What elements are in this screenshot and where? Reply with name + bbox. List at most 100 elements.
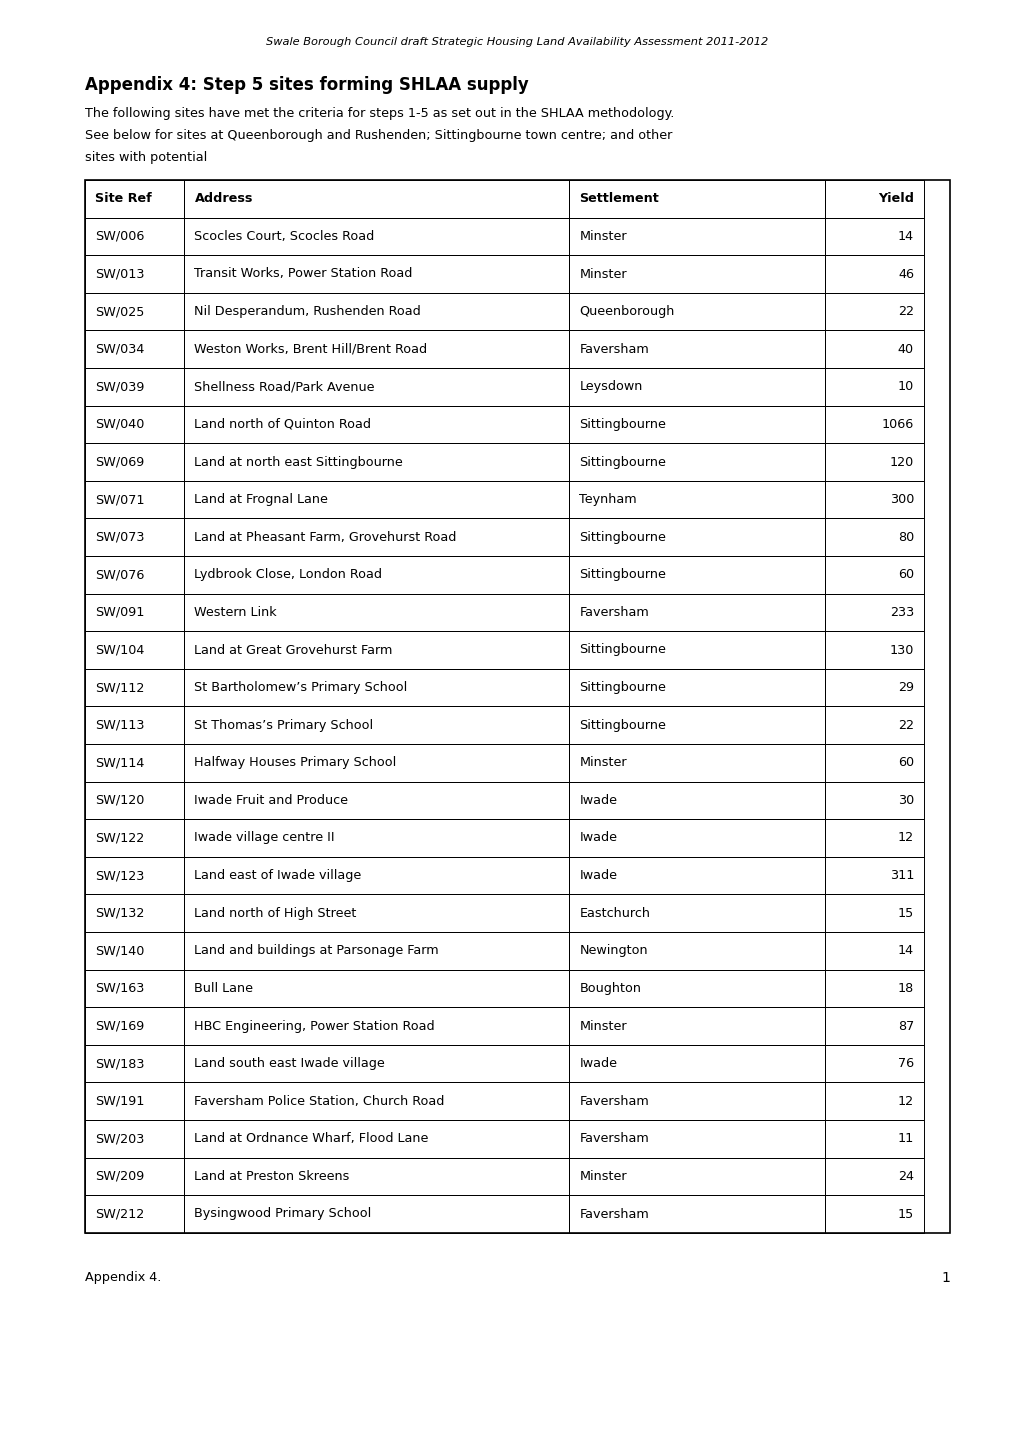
Text: 87: 87 [897,1019,913,1032]
Bar [85,519,184,557]
Text: Iwade: Iwade [579,1057,616,1070]
Bar [569,255,823,293]
Text: SW/039: SW/039 [95,381,145,394]
Text: Site Ref: Site Ref [95,192,152,205]
Bar [184,744,569,782]
Text: Minster: Minster [579,756,627,769]
Bar [85,405,184,443]
Bar [569,218,823,255]
Bar [569,480,823,519]
Text: Iwade village centre II: Iwade village centre II [195,832,335,845]
Bar [569,707,823,744]
Text: 130: 130 [889,643,913,656]
Text: SW/091: SW/091 [95,606,145,619]
Text: Land east of Iwade village: Land east of Iwade village [195,870,362,883]
Bar [823,1083,923,1120]
Bar [184,1007,569,1045]
Bar [184,932,569,969]
Bar [569,969,823,1007]
Bar [569,1195,823,1233]
Text: SW/120: SW/120 [95,795,145,808]
Text: SW/013: SW/013 [95,268,145,281]
Text: Appendix 4: Step 5 sites forming SHLAA supply: Appendix 4: Step 5 sites forming SHLAA s… [85,76,528,94]
Bar [85,255,184,293]
Text: HBC Engineering, Power Station Road: HBC Engineering, Power Station Road [195,1019,435,1032]
Text: Faversham: Faversham [579,1094,648,1107]
Bar [823,1195,923,1233]
Bar [569,1158,823,1195]
Text: Bull Lane: Bull Lane [195,982,254,995]
Bar [823,857,923,894]
Bar [184,782,569,819]
Text: Newington: Newington [579,945,647,957]
Bar [184,180,569,218]
Text: 300: 300 [889,493,913,506]
Text: St Bartholomew’s Primary School: St Bartholomew’s Primary School [195,681,408,694]
Text: Faversham: Faversham [579,343,648,356]
Text: Halfway Houses Primary School: Halfway Houses Primary School [195,756,396,769]
Text: SW/073: SW/073 [95,531,145,544]
Bar [85,632,184,669]
Text: Transit Works, Power Station Road: Transit Works, Power Station Road [195,268,413,281]
Bar [823,330,923,368]
Bar [569,744,823,782]
Text: Lydbrook Close, London Road: Lydbrook Close, London Road [195,568,382,581]
Bar [85,857,184,894]
Text: Bysingwood Primary School: Bysingwood Primary School [195,1207,371,1220]
Bar [184,969,569,1007]
Text: Land north of High Street: Land north of High Street [195,907,357,920]
Bar [184,819,569,857]
Text: Address: Address [195,192,253,205]
Text: 1: 1 [941,1270,949,1285]
Bar [85,218,184,255]
Bar [184,857,569,894]
Bar [184,707,569,744]
Text: sites with potential: sites with potential [85,150,207,163]
Bar [823,1007,923,1045]
Bar [184,255,569,293]
Bar [823,1045,923,1083]
Bar [823,368,923,405]
Bar [85,557,184,594]
Text: Sittingbourne: Sittingbourne [579,531,665,544]
Text: 22: 22 [897,306,913,319]
Text: Iwade: Iwade [579,795,616,808]
Text: Sittingbourne: Sittingbourne [579,718,665,731]
Text: SW/122: SW/122 [95,832,144,845]
Bar [569,1120,823,1158]
Text: Iwade Fruit and Produce: Iwade Fruit and Produce [195,795,348,808]
Text: SW/071: SW/071 [95,493,145,506]
Bar [823,218,923,255]
Text: Land south east Iwade village: Land south east Iwade village [195,1057,385,1070]
Text: Leysdown: Leysdown [579,381,642,394]
Bar [569,368,823,405]
Bar [823,293,923,330]
Bar [823,594,923,632]
Text: Minster: Minster [579,1169,627,1182]
Bar [823,443,923,480]
Text: 80: 80 [897,531,913,544]
Text: 15: 15 [897,1207,913,1220]
Bar [569,819,823,857]
Bar [184,632,569,669]
Text: SW/040: SW/040 [95,418,145,431]
Text: Faversham: Faversham [579,1207,648,1220]
Bar [823,894,923,932]
Bar [569,405,823,443]
Text: SW/140: SW/140 [95,945,145,957]
Bar [569,180,823,218]
Text: SW/069: SW/069 [95,456,144,469]
Text: SW/025: SW/025 [95,306,145,319]
Bar [85,1083,184,1120]
Text: 40: 40 [897,343,913,356]
Text: Teynham: Teynham [579,493,637,506]
Text: Faversham Police Station, Church Road: Faversham Police Station, Church Road [195,1094,444,1107]
Text: 76: 76 [897,1057,913,1070]
Bar [85,368,184,405]
Text: Settlement: Settlement [579,192,658,205]
Bar [85,1158,184,1195]
Text: 311: 311 [889,870,913,883]
Text: SW/076: SW/076 [95,568,145,581]
Bar [823,180,923,218]
Text: SW/132: SW/132 [95,907,145,920]
